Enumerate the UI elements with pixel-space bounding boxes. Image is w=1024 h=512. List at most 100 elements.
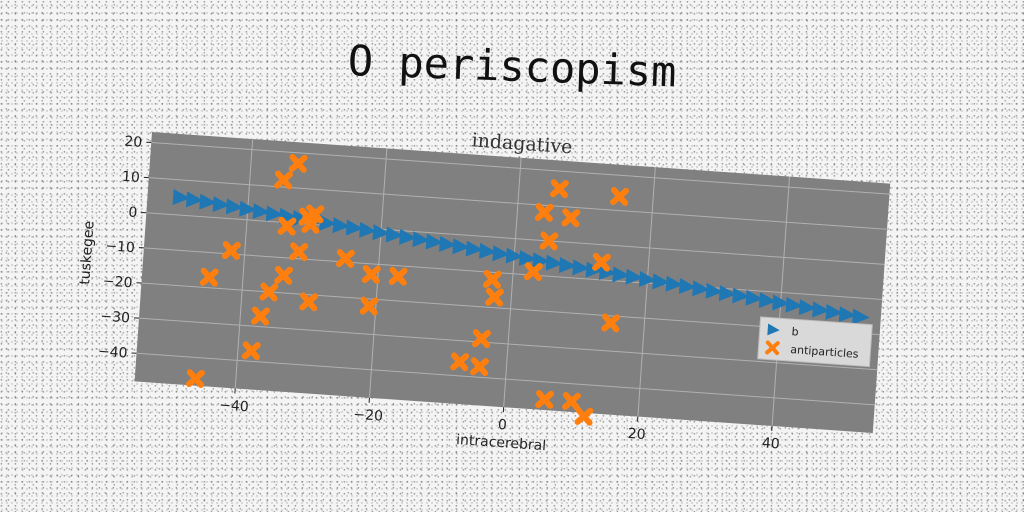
legend-marker-antiparticles	[765, 340, 780, 356]
point-b	[558, 256, 577, 273]
point-b	[798, 299, 817, 316]
point-b	[665, 275, 684, 292]
y-gridline	[136, 352, 875, 406]
point-b	[492, 245, 510, 262]
point-b	[519, 249, 537, 266]
point-b	[625, 268, 644, 285]
point-b	[718, 285, 737, 302]
y-tick-label: 10	[121, 169, 140, 186]
x-tick-label: 0	[497, 417, 507, 434]
point-b	[319, 214, 337, 231]
point-antiparticles	[610, 187, 629, 206]
point-antiparticles	[361, 265, 381, 284]
y-gridline	[146, 212, 885, 265]
chart-subtitle: indagative	[471, 129, 573, 158]
point-b	[572, 259, 590, 276]
point-b	[199, 193, 217, 210]
point-antiparticles	[539, 231, 559, 251]
y-gridline	[141, 282, 880, 336]
point-b	[452, 238, 470, 255]
point-b	[692, 280, 710, 297]
point-b	[772, 294, 790, 311]
y-tick-label: −40	[97, 344, 128, 362]
x-tick-label: −20	[353, 407, 384, 425]
point-antiparticles	[450, 352, 470, 372]
point-antiparticles	[601, 313, 621, 333]
point-b	[425, 233, 444, 250]
point-b	[532, 252, 550, 269]
point-b	[545, 254, 564, 271]
point-antiparticles	[259, 282, 279, 302]
y-tick-label: 20	[124, 134, 143, 151]
point-b	[745, 289, 764, 306]
point-antiparticles	[574, 406, 594, 426]
y-gridline	[138, 317, 878, 371]
point-antiparticles	[470, 357, 489, 377]
point-antiparticles	[251, 306, 270, 326]
y-tick-label: 0	[128, 205, 138, 222]
point-antiparticles	[482, 269, 502, 289]
point-b	[185, 191, 204, 208]
point-antiparticles	[186, 369, 205, 388]
point-antiparticles	[549, 179, 569, 199]
point-antiparticles	[274, 265, 293, 285]
point-b	[172, 189, 191, 205]
x-axis-label: intracerebral	[456, 432, 547, 454]
point-antiparticles	[301, 214, 321, 234]
x-tick-label: 20	[627, 426, 646, 443]
point-b	[359, 221, 377, 238]
grid	[136, 139, 890, 427]
point-b	[612, 266, 630, 283]
x-tick-label: −40	[219, 397, 250, 415]
x-gridline	[637, 167, 656, 417]
point-b	[758, 292, 777, 309]
point-antiparticles	[199, 267, 219, 287]
legend-label-antiparticles: antiparticles	[790, 343, 859, 361]
point-b	[439, 235, 457, 252]
legend-marker-b	[767, 323, 780, 336]
point-b	[812, 301, 830, 318]
point-b	[345, 219, 364, 236]
point-b	[838, 306, 857, 323]
point-b	[785, 296, 803, 313]
point-b	[505, 247, 524, 264]
point-antiparticles	[336, 249, 355, 268]
point-antiparticles	[289, 242, 309, 262]
point-antiparticles	[299, 292, 319, 312]
point-b	[385, 226, 404, 243]
point-antiparticles	[277, 216, 297, 236]
point-antiparticles	[359, 296, 379, 316]
y-gridline	[143, 247, 883, 301]
x-gridline	[368, 148, 388, 398]
point-b	[479, 242, 497, 259]
point-b	[652, 273, 670, 290]
x-tick-label: 40	[761, 435, 780, 452]
point-b	[212, 196, 231, 213]
y-tick-label: −20	[102, 273, 133, 291]
point-antiparticles	[562, 391, 581, 411]
point-b	[399, 228, 417, 245]
x-gridline	[234, 139, 254, 389]
legend-label-b: b	[791, 325, 799, 338]
series-antiparticles	[186, 153, 629, 426]
y-axis-label: tuskegee	[77, 220, 97, 285]
point-antiparticles	[561, 208, 581, 228]
point-antiparticles	[535, 390, 555, 409]
point-b	[225, 198, 244, 215]
point-antiparticles	[241, 341, 261, 361]
point-antiparticles	[485, 287, 504, 307]
point-antiparticles	[388, 266, 408, 286]
point-antiparticles	[288, 153, 308, 173]
y-gridline	[148, 177, 888, 230]
point-b	[239, 200, 257, 217]
legend-box	[757, 316, 873, 368]
point-b	[465, 240, 484, 257]
point-b	[252, 203, 271, 220]
x-gridline	[503, 157, 522, 408]
legend: b antiparticles	[757, 316, 873, 368]
point-b	[265, 205, 284, 222]
y-tick-label: −30	[100, 308, 131, 326]
point-b	[678, 278, 697, 295]
point-b	[292, 210, 311, 227]
